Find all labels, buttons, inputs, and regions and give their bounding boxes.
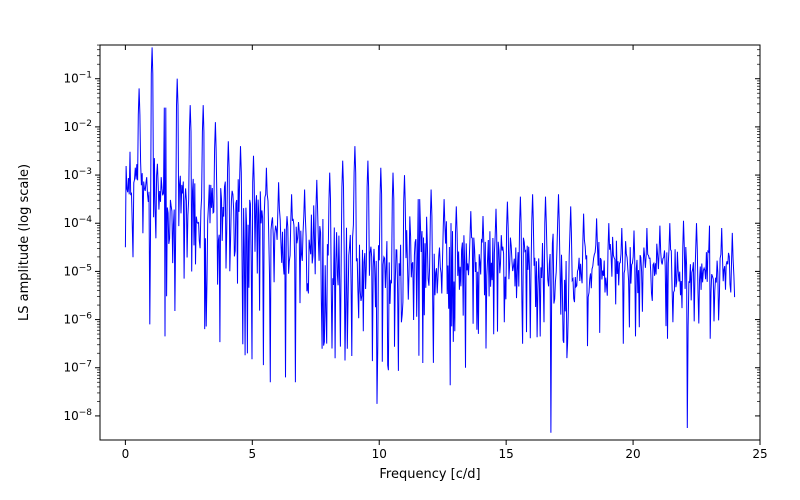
spectrum-line [125,47,734,432]
x-tick-label: 0 [122,447,130,461]
y-tick-label: 10−7 [63,360,92,375]
x-tick-label: 15 [499,447,514,461]
y-tick-label: 10−4 [63,215,92,230]
y-tick-label: 10−5 [63,263,92,278]
x-tick-label: 25 [752,447,767,461]
x-tick-label: 10 [372,447,387,461]
y-tick-label: 10−2 [63,119,92,134]
chart-svg: 0 5 10 15 20 25 Frequency [c/d] 10−8 10−7 10−6 10−… [0,0,800,500]
x-tick-label: 20 [625,447,640,461]
y-tick-label: 10−3 [63,167,92,182]
y-axis-label: LS amplitude (log scale) [17,164,32,321]
periodogram-chart: 0 5 10 15 20 25 Frequency [c/d] 10−8 10−7 10−6 10−… [0,0,800,500]
y-tick-label: 10−6 [63,312,92,327]
x-axis-label: Frequency [c/d] [379,467,480,482]
x-tick-label: 5 [248,447,256,461]
y-tick-label: 10−8 [63,408,92,423]
y-tick-label: 10−1 [63,71,92,86]
